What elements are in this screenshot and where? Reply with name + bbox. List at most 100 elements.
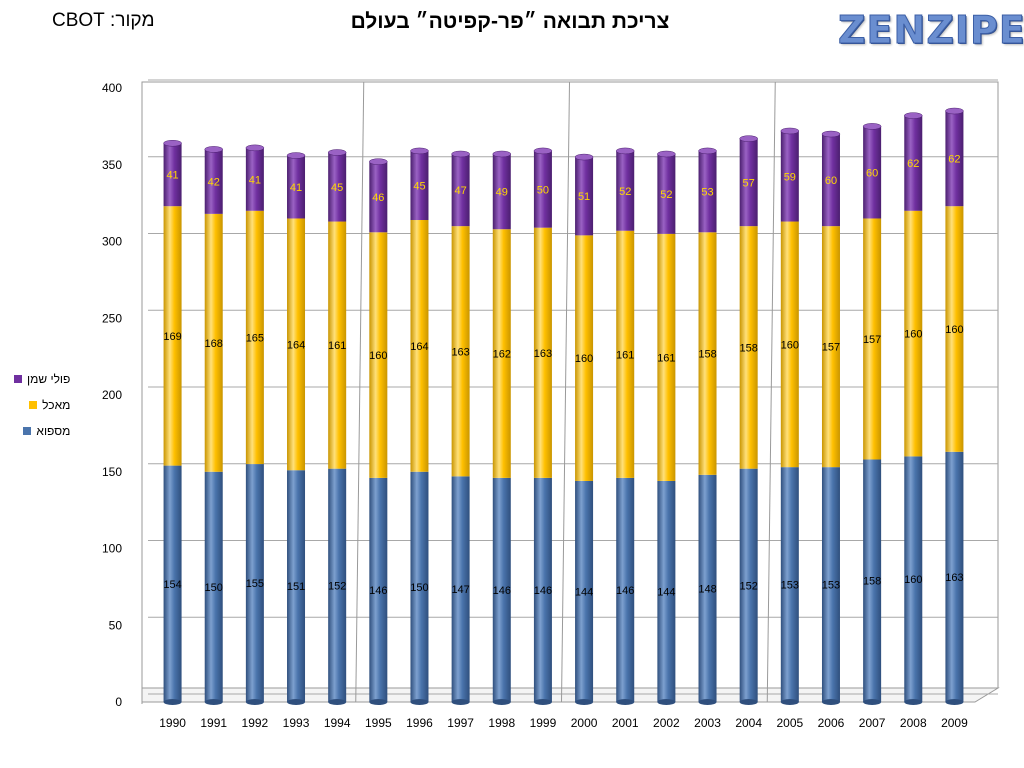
x-tick-label: 2003 (694, 716, 721, 730)
plot-back-wall (141, 81, 999, 689)
y-tick-label: 400 (102, 81, 122, 95)
bar-segment-1 (821, 226, 840, 468)
bar-top-cap (615, 147, 635, 155)
data-label: 160 (904, 574, 922, 586)
x-tick-label: 1990 (159, 716, 186, 730)
bar-segment-1 (616, 230, 635, 478)
x-tick-label: 2009 (941, 716, 968, 730)
bar-base-cap (245, 699, 264, 705)
x-tick-label: 2004 (735, 716, 762, 730)
data-label: 153 (781, 580, 799, 592)
data-label: 169 (163, 331, 181, 343)
bar-segment-1 (904, 210, 923, 457)
data-label: 52 (660, 189, 672, 201)
bar-segment-2 (163, 143, 182, 207)
bar-top-cap (286, 152, 306, 159)
bar-segment-1 (245, 210, 264, 465)
bar-top-cap (245, 144, 265, 152)
data-label: 165 (246, 332, 264, 344)
bar-base-cap (575, 699, 594, 705)
y-tick-label: 200 (102, 388, 122, 402)
x-tick-label: 1995 (365, 716, 392, 730)
bar-base-cap (451, 699, 470, 705)
data-label: 59 (784, 171, 796, 183)
bar-segment-0 (904, 456, 923, 702)
legend-swatch-food (29, 401, 38, 409)
chart-legend: פולי שמן מאכל מספוא (14, 366, 70, 444)
data-label: 60 (825, 175, 837, 187)
bar-top-cap (698, 147, 717, 155)
data-label: 52 (619, 186, 631, 198)
bar-base-cap (657, 699, 676, 705)
bar-segment-2 (698, 150, 717, 233)
bar-base-cap (328, 699, 347, 705)
data-label: 49 (496, 187, 508, 199)
legend-label-food: מאכל (42, 398, 71, 412)
bar-top-cap (369, 158, 388, 165)
bar-segment-0 (533, 477, 552, 702)
y-tick-label: 150 (102, 465, 122, 479)
data-label: 41 (249, 174, 261, 186)
y-tick-label: 0 (115, 695, 122, 709)
data-label: 144 (657, 586, 675, 598)
data-label: 160 (781, 339, 799, 351)
bar-segment-2 (739, 138, 758, 227)
data-label: 148 (698, 583, 716, 595)
bar-segment-2 (945, 111, 964, 207)
y-tick-label: 100 (102, 542, 122, 556)
group-divider (766, 81, 776, 703)
bar-segment-0 (204, 471, 223, 702)
data-label: 147 (451, 584, 469, 596)
bar-top-cap (739, 135, 758, 142)
bar-base-cap (780, 699, 799, 705)
bar-top-cap (821, 130, 841, 138)
data-label: 53 (701, 187, 713, 199)
bar-base-cap (369, 699, 388, 705)
data-label: 163 (451, 346, 469, 358)
bar-segment-0 (945, 451, 964, 702)
bar-segment-1 (492, 229, 511, 478)
bar-segment-2 (780, 130, 799, 222)
data-label: 161 (616, 349, 634, 361)
data-label: 46 (372, 192, 384, 204)
bar-segment-1 (945, 206, 964, 452)
bar-base-cap (410, 699, 429, 705)
bar-base-cap (821, 699, 840, 705)
bar-base-cap (739, 699, 758, 705)
group-divider (561, 81, 570, 703)
bar-base-cap (616, 699, 635, 705)
y-tick-label: 250 (102, 311, 122, 325)
legend-item-polyoil: פולי שמן (14, 366, 70, 392)
x-tick-label: 1992 (242, 716, 269, 730)
data-label: 50 (537, 184, 549, 196)
bar-segment-1 (863, 218, 882, 460)
x-tick-label: 1996 (406, 716, 433, 730)
bar-segment-0 (657, 480, 676, 702)
bar-segment-2 (287, 155, 306, 219)
bar-segment-2 (657, 154, 676, 234)
data-label: 157 (822, 342, 840, 354)
bar-top-cap (533, 147, 553, 155)
bar-segment-0 (575, 480, 594, 702)
x-tick-label: 1993 (283, 716, 310, 730)
x-tick-label: 2006 (818, 716, 845, 730)
bar-top-cap (327, 149, 347, 156)
bar-base-cap (204, 699, 223, 705)
data-label: 152 (739, 580, 757, 592)
legend-swatch-polyoil (14, 375, 22, 383)
data-label: 62 (907, 158, 919, 170)
bar-segment-1 (698, 232, 717, 475)
bar-top-cap (574, 153, 594, 161)
bar-segment-1 (533, 227, 552, 478)
bar-top-cap (657, 150, 676, 158)
data-label: 47 (455, 185, 467, 197)
data-label: 151 (287, 581, 305, 593)
x-tick-label: 1998 (488, 716, 515, 730)
data-label: 57 (743, 177, 755, 189)
bar-top-cap (780, 127, 800, 135)
bar-segment-0 (328, 468, 347, 702)
data-label: 150 (205, 582, 223, 594)
data-label: 160 (904, 329, 922, 341)
bar-segment-2 (821, 134, 840, 227)
bar-segment-1 (328, 221, 347, 469)
